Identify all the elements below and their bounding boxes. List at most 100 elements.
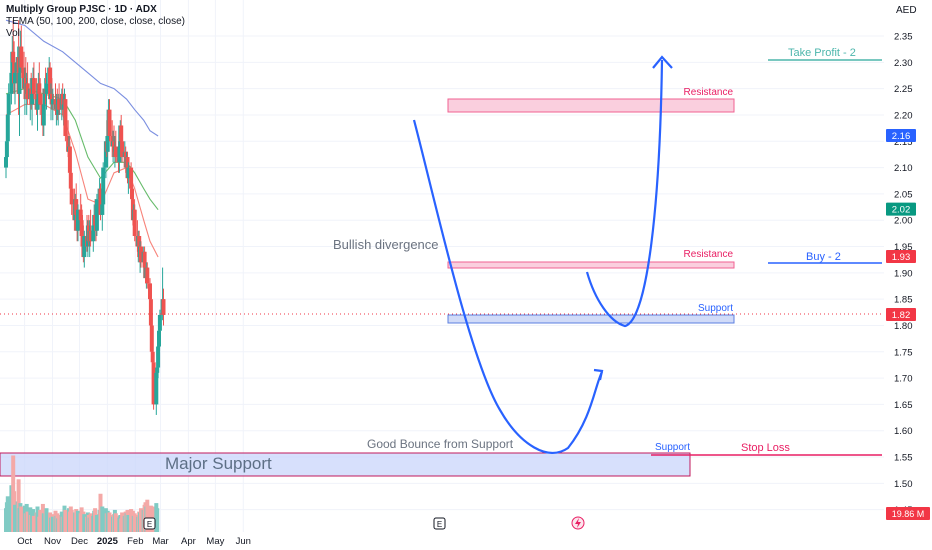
candle-body <box>11 51 16 63</box>
resistance-label-lower: Resistance <box>684 249 734 260</box>
stop-loss-label: Stop Loss <box>741 442 790 454</box>
price-tick-label: 2.35 <box>894 32 913 43</box>
candle-body <box>154 372 159 405</box>
candle-body <box>12 62 17 84</box>
candle-body <box>130 188 134 200</box>
price-badge-label: 2.02 <box>892 205 911 216</box>
price-tick-label: 1.70 <box>894 374 913 385</box>
resistance-zone-lower <box>447 261 735 269</box>
price-tick-label: 2.15 <box>894 137 913 148</box>
price-tick-label: 1.60 <box>894 426 913 437</box>
time-tick-label: 2025 <box>97 536 119 547</box>
volume-bar <box>38 509 43 532</box>
volume-bar <box>107 512 112 532</box>
candle-body <box>137 235 142 258</box>
time-axis[interactable]: Oct Nov Dec 2025 Feb Mar Apr May Jun <box>17 536 251 547</box>
candle-body <box>117 146 122 163</box>
projection-arrow-target <box>652 55 673 69</box>
candle-body <box>149 325 154 352</box>
candle-body <box>103 141 108 168</box>
price-badge-label: 1.93 <box>892 252 911 263</box>
candle-body <box>79 220 84 236</box>
candle-body <box>157 314 162 331</box>
support-label: Support <box>698 303 733 314</box>
time-tick-label: Mar <box>152 536 168 547</box>
candle-body <box>91 225 96 242</box>
svg-text:E: E <box>147 520 152 529</box>
candle-body <box>98 188 103 215</box>
price-tick-label: 1.65 <box>894 400 913 411</box>
price-tick-label: 1.50 <box>894 479 913 490</box>
price-tick-label: 1.55 <box>894 453 913 464</box>
volume-bar <box>31 515 36 532</box>
grid-lines <box>0 0 884 532</box>
resistance-zone-upper <box>447 98 735 113</box>
candle-body <box>82 235 87 258</box>
candle-body <box>155 367 160 373</box>
candle-body <box>19 46 24 68</box>
candle-body <box>31 78 36 94</box>
candle-body <box>78 209 83 221</box>
candle-body <box>6 93 11 115</box>
candle-body <box>151 362 156 405</box>
volume-bar <box>76 510 80 532</box>
candle-body <box>76 209 80 231</box>
support-zone <box>447 314 735 324</box>
volume-bar <box>57 515 62 532</box>
candle-body <box>156 346 161 368</box>
candlesticks <box>4 20 166 415</box>
price-axis[interactable]: 2.35 2.30 2.25 2.20 2.15 2.10 2.05 2.00 1.95 1.90… <box>884 0 932 550</box>
dividend-lightning-icon[interactable] <box>571 516 585 530</box>
candle-body <box>38 93 43 105</box>
candle-body <box>161 299 166 315</box>
time-tick-label: Nov <box>44 536 61 547</box>
candle-body <box>157 330 161 347</box>
volume-bar <box>113 513 118 532</box>
currency-label: AED <box>896 5 917 16</box>
candle-body <box>94 199 99 231</box>
price-tick-label: 1.85 <box>894 295 913 306</box>
candle-body <box>67 146 72 173</box>
time-tick-label: May <box>206 536 224 547</box>
price-tick-label: 2.00 <box>894 216 913 227</box>
buy-label: Buy - 2 <box>806 251 841 263</box>
volume-bar <box>145 499 150 532</box>
chart-title: Multiply Group PJSC · 1D · ADX <box>6 4 157 15</box>
candle-body <box>129 167 134 189</box>
volume-bar <box>132 513 137 532</box>
projection-curve-primary[interactable] <box>412 119 603 454</box>
earnings-marker-1[interactable]: E <box>143 517 156 530</box>
candle-body <box>105 135 110 152</box>
volume-bar <box>94 515 99 532</box>
candle-body <box>41 104 46 126</box>
candle-body <box>4 141 9 158</box>
volume-bar <box>69 509 74 532</box>
candle-body <box>150 351 155 363</box>
candle-body <box>120 141 125 158</box>
earnings-marker-2[interactable]: E <box>433 517 446 530</box>
candle-body <box>100 204 105 215</box>
volume-bar <box>139 508 143 532</box>
good-bounce-label: Good Bounce from Support <box>367 437 514 451</box>
volume-badge <box>886 507 930 520</box>
candle-body <box>101 167 106 205</box>
volume-bar <box>126 515 131 532</box>
candle-body <box>88 230 93 242</box>
tema-line-200 <box>5 19 159 137</box>
candle-body <box>74 199 79 215</box>
candle-body <box>113 146 118 158</box>
candle-body <box>5 114 10 142</box>
volume-bar <box>50 516 55 532</box>
candle-body <box>44 83 49 94</box>
candle-body <box>13 72 17 84</box>
candle-body <box>30 93 35 105</box>
volume-bar <box>6 506 11 532</box>
price-badge <box>886 202 916 216</box>
price-tick-label: 2.25 <box>894 84 913 95</box>
candle-body <box>42 88 47 105</box>
price-tick-label: 2.20 <box>894 110 913 121</box>
volume-bar <box>25 511 30 532</box>
candle-body <box>35 99 40 110</box>
projection-curve-target[interactable] <box>585 59 664 328</box>
